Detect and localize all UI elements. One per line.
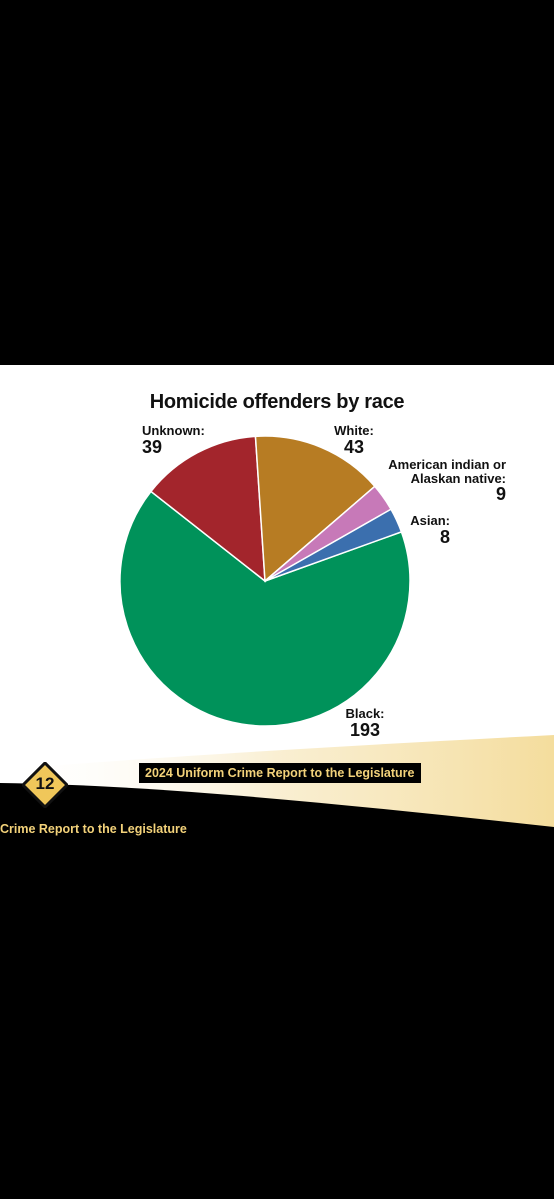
slice-label-asian: Asian: 8: [380, 514, 450, 547]
label-unknown-value: 39: [142, 436, 163, 457]
label-aian-name: American indian or Alaskan native:: [388, 457, 506, 486]
label-white-name: White:: [334, 423, 374, 438]
pie-chart: [119, 435, 411, 727]
label-white-value: 43: [343, 436, 365, 457]
slice-label-unknown: Unknown: 39: [142, 424, 205, 457]
slice-label-white: White: 43: [328, 424, 380, 457]
label-asian-value: 8: [439, 526, 450, 547]
chart-title: Homicide offenders by race: [149, 391, 405, 413]
page-number: 12: [35, 774, 55, 793]
footer-report-text: Crime Report to the Legislature: [0, 822, 187, 836]
report-title-bar: 2024 Uniform Crime Report to the Legisla…: [139, 763, 421, 783]
label-aian-value: 9: [495, 484, 506, 505]
pie-slice-black: [119, 490, 411, 727]
label-black-value: 193: [349, 719, 381, 740]
label-unknown-name: Unknown:: [142, 423, 205, 438]
slice-label-black: Black: 193: [340, 707, 390, 740]
pie-slice-unknown: [149, 435, 266, 583]
chart-panel: Homicide offenders by race Black: 193 Un…: [0, 365, 554, 835]
pie-slice-white: [254, 435, 376, 583]
label-asian-name: Asian:: [410, 513, 450, 528]
label-black-name: Black:: [345, 706, 385, 721]
pie-slice-asian: [264, 508, 403, 582]
gold-wave-background: [0, 735, 554, 835]
slice-label-american-indian: American indian or Alaskan native: 9: [356, 458, 506, 504]
page-badge-icon: [22, 762, 68, 808]
